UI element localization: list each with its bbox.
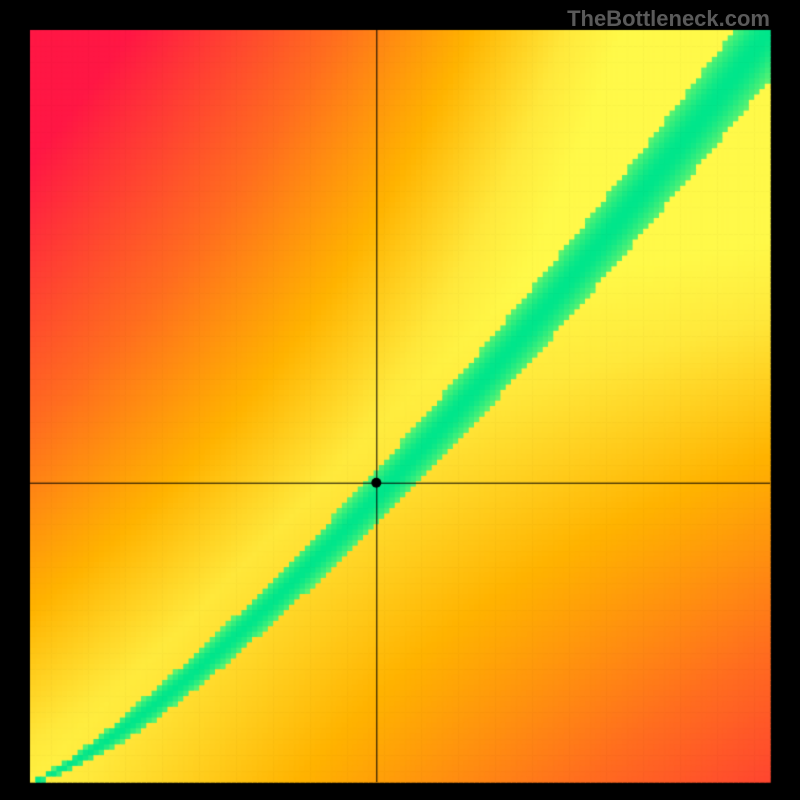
watermark-label: TheBottleneck.com (567, 6, 770, 32)
bottleneck-heatmap-canvas (0, 0, 800, 800)
chart-container: TheBottleneck.com (0, 0, 800, 800)
